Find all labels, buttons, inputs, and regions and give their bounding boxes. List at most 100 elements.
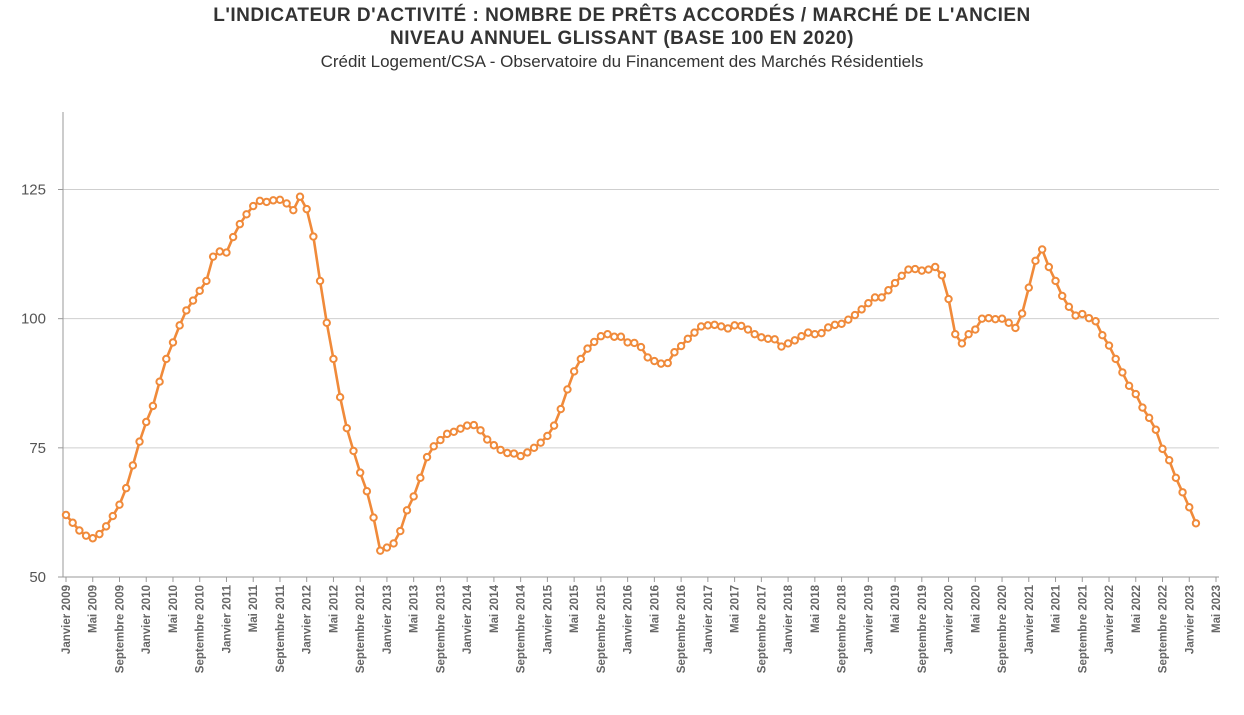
data-point xyxy=(376,546,385,555)
data-point xyxy=(516,451,525,461)
data-point xyxy=(275,195,285,205)
data-point xyxy=(1031,256,1040,265)
data-point xyxy=(416,473,425,482)
data-point xyxy=(315,276,325,286)
data-point xyxy=(208,252,218,261)
x-tick-label: Janvier 2016 xyxy=(623,585,635,654)
data-point xyxy=(596,332,606,341)
x-tick-label: Septembre 2019 xyxy=(917,585,929,673)
x-tick-label: Mai 2014 xyxy=(489,584,501,633)
data-point xyxy=(937,271,947,280)
data-point xyxy=(1104,341,1114,350)
x-tick-label: Janvier 2015 xyxy=(542,584,554,654)
data-point xyxy=(329,354,338,364)
data-point xyxy=(636,342,646,352)
data-point xyxy=(1171,473,1181,482)
data-point xyxy=(1191,519,1201,528)
data-point xyxy=(162,354,171,364)
data-point xyxy=(957,339,967,348)
data-point xyxy=(670,348,679,357)
data-point xyxy=(389,539,398,548)
data-point xyxy=(610,332,619,341)
data-point xyxy=(1024,283,1033,292)
data-point xyxy=(977,314,987,323)
data-point xyxy=(717,322,726,331)
data-point xyxy=(910,264,920,274)
data-point xyxy=(984,313,993,323)
data-point xyxy=(382,543,392,552)
data-point xyxy=(489,441,499,450)
data-point xyxy=(569,367,579,376)
data-point xyxy=(1084,313,1094,323)
x-tick-label: Septembre 2011 xyxy=(275,584,287,672)
x-tick-label: Mai 2012 xyxy=(328,585,340,633)
x-tick-label: Septembre 2017 xyxy=(756,585,768,673)
data-point xyxy=(1158,444,1167,454)
data-point xyxy=(61,510,71,520)
data-point xyxy=(1051,276,1060,286)
data-point xyxy=(763,334,773,344)
data-point xyxy=(917,266,927,275)
x-tick-label: Septembre 2022 xyxy=(1158,585,1170,673)
data-point xyxy=(523,448,532,457)
data-point xyxy=(710,320,719,330)
data-point xyxy=(88,534,97,543)
data-point xyxy=(108,511,118,521)
data-point xyxy=(1071,311,1080,320)
data-point xyxy=(951,329,960,339)
y-tick-label: 125 xyxy=(21,182,46,199)
x-tick-label: Mai 2018 xyxy=(810,584,822,633)
data-point xyxy=(1138,403,1147,412)
x-tick-label: Mai 2021 xyxy=(1051,584,1063,633)
data-point xyxy=(556,404,565,414)
x-tick-label: Septembre 2020 xyxy=(997,585,1009,673)
data-point xyxy=(121,483,131,493)
x-tick-label: Septembre 2014 xyxy=(516,584,528,673)
chart-title-line-2: NIVEAU ANNUEL GLISSANT (BASE 100 EN 2020… xyxy=(390,28,854,49)
data-point xyxy=(483,435,492,444)
data-point xyxy=(362,487,372,496)
x-tick-label: Janvier 2009 xyxy=(61,585,73,654)
data-point xyxy=(295,192,305,201)
data-point xyxy=(750,329,759,339)
data-point xyxy=(583,344,592,353)
data-point xyxy=(342,424,352,433)
series-group xyxy=(61,192,1201,555)
x-tick-label: Mai 2019 xyxy=(890,585,902,633)
data-point xyxy=(1064,302,1074,311)
data-point xyxy=(690,328,699,337)
x-tick-label: Mai 2020 xyxy=(970,585,982,633)
data-point xyxy=(997,314,1007,323)
data-point xyxy=(168,338,178,347)
y-tick-label: 50 xyxy=(29,569,46,586)
gridlines xyxy=(63,189,1219,449)
data-point xyxy=(971,325,980,334)
x-tick-label: Septembre 2009 xyxy=(114,585,126,673)
data-point xyxy=(262,197,271,207)
x-tick-label: Mai 2013 xyxy=(409,585,421,633)
data-point xyxy=(576,354,586,364)
data-point xyxy=(309,232,318,241)
data-point xyxy=(249,201,258,211)
data-point xyxy=(864,298,873,308)
data-point xyxy=(616,332,626,341)
data-point xyxy=(155,377,164,386)
data-point xyxy=(68,518,77,527)
data-point xyxy=(289,205,298,215)
data-point xyxy=(930,262,940,272)
data-point xyxy=(1004,318,1013,327)
data-point xyxy=(509,449,519,458)
data-point xyxy=(222,248,231,257)
data-point xyxy=(148,401,158,411)
data-point xyxy=(737,321,746,331)
x-tick-label: Septembre 2021 xyxy=(1077,584,1089,673)
x-tick-label: Mai 2023 xyxy=(1211,585,1223,633)
x-tick-label: Janvier 2014 xyxy=(462,584,474,654)
data-point xyxy=(703,321,713,330)
x-tick-label: Mai 2010 xyxy=(168,585,180,633)
data-point xyxy=(1011,323,1020,333)
data-point xyxy=(1118,368,1127,377)
data-point xyxy=(409,492,418,501)
data-point xyxy=(563,385,572,394)
data-point xyxy=(269,196,278,205)
